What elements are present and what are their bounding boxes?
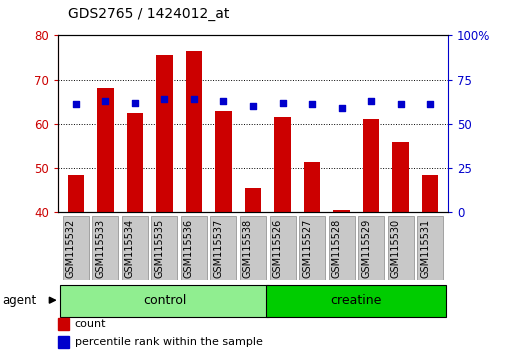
Bar <box>269 216 295 280</box>
Point <box>278 100 286 105</box>
Bar <box>333 210 349 212</box>
Text: GSM115538: GSM115538 <box>242 218 252 278</box>
Point <box>396 102 404 107</box>
Text: GSM115535: GSM115535 <box>154 218 164 278</box>
Point <box>425 102 433 107</box>
Bar <box>58 336 69 348</box>
Bar <box>122 216 147 280</box>
Bar <box>185 51 201 212</box>
Bar <box>215 110 231 212</box>
Text: GSM115533: GSM115533 <box>95 218 105 278</box>
Point <box>101 98 109 104</box>
Point <box>219 98 227 104</box>
Bar <box>97 88 113 212</box>
Bar <box>387 216 413 280</box>
Point <box>308 102 316 107</box>
Bar <box>156 55 172 212</box>
Text: GSM115530: GSM115530 <box>390 218 400 278</box>
Text: percentile rank within the sample: percentile rank within the sample <box>74 337 262 347</box>
Text: GSM115534: GSM115534 <box>125 218 135 278</box>
Text: creatine: creatine <box>330 294 381 307</box>
Bar <box>274 117 290 212</box>
Text: GSM115536: GSM115536 <box>184 218 193 278</box>
Text: GSM115532: GSM115532 <box>66 218 76 278</box>
Bar <box>362 120 378 212</box>
Text: GSM115537: GSM115537 <box>213 218 223 278</box>
Bar <box>210 216 236 280</box>
Point <box>160 96 168 102</box>
Text: GSM115529: GSM115529 <box>361 218 370 278</box>
Bar <box>266 285 445 317</box>
Bar <box>58 318 69 330</box>
Bar <box>358 216 383 280</box>
Bar <box>127 113 143 212</box>
Bar <box>239 216 266 280</box>
Bar <box>151 216 177 280</box>
Text: agent: agent <box>3 294 37 307</box>
Bar <box>92 216 118 280</box>
Point <box>337 105 345 111</box>
Bar <box>416 216 442 280</box>
Point <box>248 103 257 109</box>
Bar <box>63 216 89 280</box>
Text: GDS2765 / 1424012_at: GDS2765 / 1424012_at <box>68 7 229 21</box>
Text: count: count <box>74 319 106 329</box>
Bar <box>328 216 354 280</box>
Bar <box>60 285 269 317</box>
Bar <box>68 175 84 212</box>
Point <box>366 98 374 104</box>
Bar <box>421 175 437 212</box>
Text: GSM115528: GSM115528 <box>331 218 341 278</box>
Bar <box>304 161 320 212</box>
Bar <box>392 142 408 212</box>
Point <box>131 100 139 105</box>
Bar <box>298 216 324 280</box>
Bar <box>181 216 207 280</box>
Text: control: control <box>142 294 186 307</box>
Text: GSM115526: GSM115526 <box>272 218 282 278</box>
Text: GSM115531: GSM115531 <box>419 218 429 278</box>
Point <box>72 102 80 107</box>
Point <box>189 96 197 102</box>
Bar <box>244 188 261 212</box>
Text: GSM115527: GSM115527 <box>301 218 312 278</box>
